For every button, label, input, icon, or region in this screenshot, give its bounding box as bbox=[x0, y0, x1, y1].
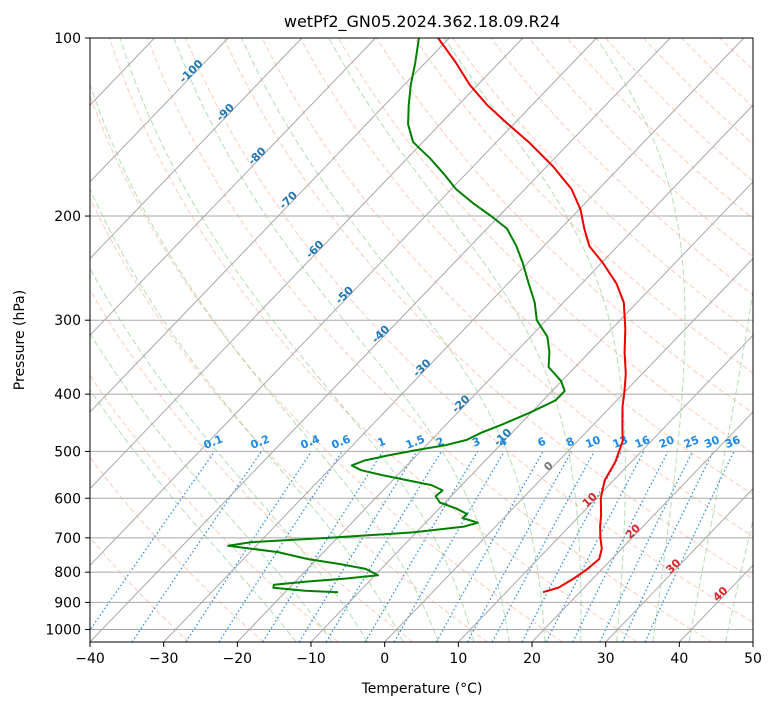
x-tick-label: −30 bbox=[149, 651, 179, 667]
mixing-ratio-value-label: 13 bbox=[611, 433, 630, 451]
isotherm-line bbox=[457, 334, 753, 642]
y-tick-label: 600 bbox=[54, 491, 81, 507]
x-tick-label: 20 bbox=[523, 651, 541, 667]
mixing-ratio-line bbox=[131, 451, 262, 642]
y-tick-label: 400 bbox=[54, 387, 81, 403]
x-axis-label: Temperature (°C) bbox=[361, 681, 483, 697]
isotherm-line bbox=[310, 181, 753, 642]
mixing-ratio-value-label: 25 bbox=[682, 433, 701, 451]
chart-title: wetPf2_GN05.2024.362.18.09.R24 bbox=[284, 12, 560, 32]
dry-adiabat-line bbox=[90, 94, 563, 642]
x-tick-label: −40 bbox=[75, 651, 105, 667]
moist-adiabat-line bbox=[443, 38, 626, 642]
dry-adiabat-line bbox=[90, 536, 190, 642]
mixing-ratio-value-label: 1 bbox=[376, 435, 388, 450]
mixing-ratio-line bbox=[572, 451, 669, 642]
moist-adiabat-line bbox=[688, 286, 753, 642]
dewpoint-profile-line bbox=[227, 38, 566, 594]
moist-adiabat-line bbox=[90, 332, 333, 642]
x-tick-label: 40 bbox=[670, 651, 688, 667]
plot-area: -100-90-80-70-60-50-40-30-20-10010203040… bbox=[90, 38, 753, 642]
mixing-ratio-line bbox=[466, 451, 573, 642]
mixing-ratio-line bbox=[90, 451, 216, 632]
moist-adiabat-line bbox=[90, 188, 404, 642]
y-tick-label: 700 bbox=[54, 531, 81, 547]
mixing-ratio-value-label: 16 bbox=[633, 433, 652, 451]
isotherm-line bbox=[90, 38, 376, 336]
dry-adiabat-line bbox=[108, 38, 638, 642]
y-axis-label: Pressure (hPa) bbox=[12, 290, 28, 390]
moist-adiabat-line bbox=[173, 38, 510, 642]
x-tick-label: 50 bbox=[744, 651, 762, 667]
isotherm-line bbox=[236, 104, 753, 642]
mixing-ratio-line bbox=[218, 451, 343, 642]
mixing-ratio-value-label: 2 bbox=[434, 435, 446, 450]
y-tick-label: 800 bbox=[54, 565, 81, 581]
y-tick-label: 200 bbox=[54, 209, 81, 225]
dry-adiabat-line bbox=[147, 38, 712, 642]
isotherm-line bbox=[90, 38, 303, 260]
mixing-ratio-line bbox=[298, 451, 418, 642]
moist-adiabat-line bbox=[595, 38, 686, 642]
mixing-ratio-value-label: 8 bbox=[564, 435, 576, 450]
moist-adiabat-line bbox=[90, 82, 439, 642]
x-tick-label: −10 bbox=[296, 651, 326, 667]
mixing-ratio-value-label: 30 bbox=[702, 433, 721, 451]
axes: −40 −30 −20 −10 0 10 20 30 40 50 100 200 300 400 500 60… bbox=[45, 31, 762, 667]
isotherm-line bbox=[531, 411, 753, 642]
y-tick-label: 100 bbox=[54, 31, 81, 47]
moist-adiabat-line bbox=[328, 38, 582, 642]
y-tick-label: 1000 bbox=[45, 622, 81, 638]
plot-frame bbox=[89, 37, 754, 643]
temperature-profile-line bbox=[437, 38, 627, 594]
dry-adiabat-line bbox=[185, 38, 753, 623]
dry-adiabat-line bbox=[452, 38, 753, 335]
mixing-ratio-line bbox=[185, 451, 312, 642]
moist-adiabat-line bbox=[90, 267, 369, 642]
x-tick-label: 0 bbox=[380, 651, 389, 667]
moist-adiabat-line bbox=[241, 38, 546, 642]
isotherm-line bbox=[90, 38, 229, 183]
mixing-ratio-value-label: 20 bbox=[657, 433, 676, 451]
isotherm-line bbox=[605, 487, 753, 642]
y-tick-label: 900 bbox=[54, 595, 81, 611]
isotherm-line bbox=[90, 38, 450, 413]
dry-adiabat-line bbox=[337, 38, 753, 454]
mixing-ratio-line bbox=[435, 451, 544, 642]
isotherm-line bbox=[384, 257, 753, 642]
x-tick-label: 30 bbox=[597, 651, 615, 667]
mixing-ratio-value-label: 36 bbox=[723, 433, 742, 451]
mixing-ratio-line bbox=[545, 451, 645, 642]
dry-adiabat-line bbox=[223, 38, 753, 580]
isotherm-line bbox=[90, 38, 524, 490]
isotherm-line bbox=[90, 38, 597, 567]
mixing-ratio-value-label: 10 bbox=[583, 433, 602, 451]
mixing-ratio-value-label: 3 bbox=[470, 435, 482, 450]
x-tick-label: 10 bbox=[449, 651, 467, 667]
moist-adiabat-line bbox=[90, 388, 297, 642]
y-tick-label: 500 bbox=[54, 444, 81, 460]
dry-adiabat-line bbox=[90, 197, 488, 642]
isotherm-line bbox=[90, 38, 671, 642]
dry-adiabat-line bbox=[375, 38, 753, 414]
x-tick-label: −20 bbox=[223, 651, 253, 667]
y-tick-label: 300 bbox=[54, 313, 81, 329]
